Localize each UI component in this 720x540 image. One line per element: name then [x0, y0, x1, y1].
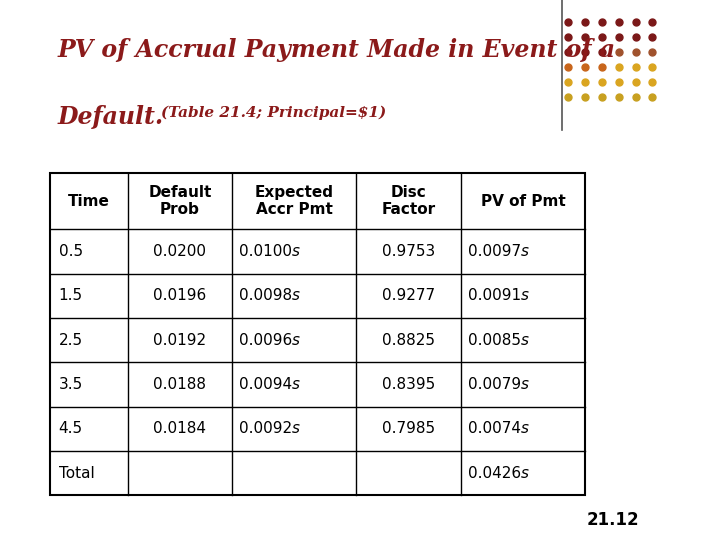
- Text: 0.8395: 0.8395: [382, 377, 435, 392]
- Text: PV of Accrual Payment Made in Event of a: PV of Accrual Payment Made in Event of a: [57, 38, 615, 62]
- Text: 0.0097: 0.0097: [468, 244, 521, 259]
- Text: 2.5: 2.5: [58, 333, 83, 348]
- Text: 0.0098: 0.0098: [239, 288, 292, 303]
- Text: 0.7985: 0.7985: [382, 421, 435, 436]
- Text: 3.5: 3.5: [58, 377, 83, 392]
- Text: 0.0188: 0.0188: [153, 377, 207, 392]
- Text: 0.0079: 0.0079: [468, 377, 521, 392]
- Text: 0.0074: 0.0074: [468, 421, 521, 436]
- Text: Time: Time: [68, 194, 110, 208]
- Text: 0.0092: 0.0092: [239, 421, 292, 436]
- Text: 4.5: 4.5: [58, 421, 83, 436]
- Text: s: s: [521, 421, 529, 436]
- Text: 0.0196: 0.0196: [153, 288, 207, 303]
- Text: Disc
Factor: Disc Factor: [382, 185, 436, 217]
- Text: 0.0200: 0.0200: [153, 244, 207, 259]
- Text: 0.0094: 0.0094: [239, 377, 292, 392]
- Text: 0.0091: 0.0091: [468, 288, 521, 303]
- Text: PV of Pmt: PV of Pmt: [480, 194, 565, 208]
- Text: s: s: [292, 421, 300, 436]
- Text: s: s: [521, 333, 529, 348]
- Text: Default.: Default.: [57, 105, 163, 129]
- Text: Total: Total: [58, 465, 94, 481]
- Text: 0.0426: 0.0426: [468, 465, 521, 481]
- Text: s: s: [521, 465, 529, 481]
- Text: 0.9753: 0.9753: [382, 244, 435, 259]
- Text: 0.0184: 0.0184: [153, 421, 207, 436]
- Text: 0.8825: 0.8825: [382, 333, 435, 348]
- Text: (Table 21.4; Principal=$1): (Table 21.4; Principal=$1): [161, 105, 387, 120]
- Text: s: s: [292, 333, 300, 348]
- Text: s: s: [521, 377, 529, 392]
- Text: 0.9277: 0.9277: [382, 288, 435, 303]
- Text: s: s: [292, 377, 300, 392]
- Text: s: s: [292, 288, 300, 303]
- Text: s: s: [292, 244, 300, 259]
- Text: 0.5: 0.5: [58, 244, 83, 259]
- Text: 21.12: 21.12: [586, 511, 639, 529]
- Text: 0.0096: 0.0096: [239, 333, 292, 348]
- Text: Default
Prob: Default Prob: [148, 185, 212, 217]
- Text: Expected
Accr Pmt: Expected Accr Pmt: [255, 185, 334, 217]
- Text: s: s: [521, 244, 529, 259]
- Text: s: s: [521, 288, 529, 303]
- Text: 1.5: 1.5: [58, 288, 83, 303]
- Text: 0.0100: 0.0100: [239, 244, 292, 259]
- Text: 0.0085: 0.0085: [468, 333, 521, 348]
- Text: 0.0192: 0.0192: [153, 333, 207, 348]
